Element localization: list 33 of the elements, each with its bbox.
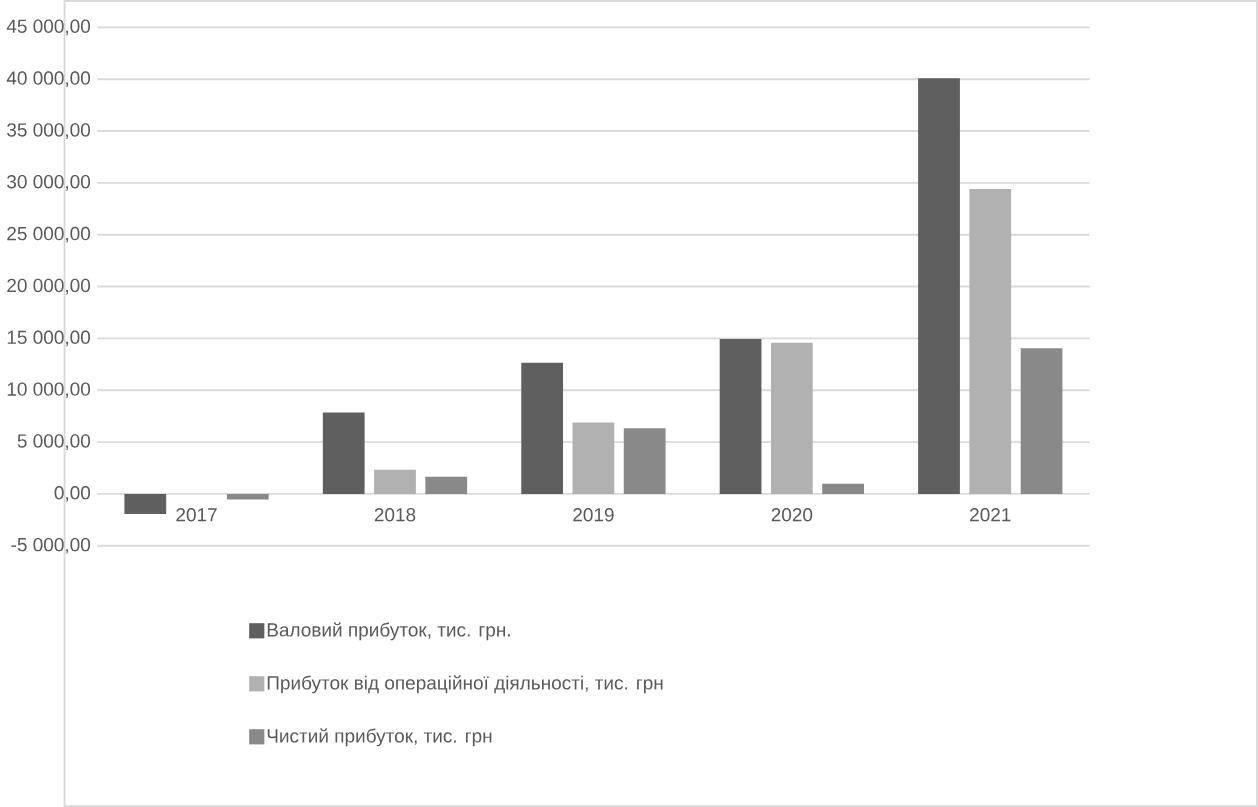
bar (226, 493, 269, 500)
bar (124, 493, 167, 514)
y-tick-label: 10 000,00 (7, 382, 91, 399)
bar (322, 412, 365, 494)
bar (374, 469, 416, 494)
bar (822, 483, 865, 494)
bar (770, 342, 813, 494)
legend-label: Чистий прибуток, тис. грн (267, 728, 492, 747)
bar (719, 339, 762, 494)
bar (521, 362, 564, 494)
legend-label: Прибуток від операційної діяльності, тис. грн (267, 675, 663, 694)
bar (425, 476, 468, 494)
y-tick-label: 35 000,00 (7, 123, 91, 139)
y-tick-label: -5 000,00 (11, 537, 91, 554)
y-tick-label: 30 000,00 (7, 175, 91, 191)
x-tick-label: 2020 (771, 508, 813, 522)
y-tick-label: 0,00 (54, 486, 91, 502)
bar (623, 428, 666, 494)
y-tick-label: 15 000,00 (7, 330, 91, 347)
y-tick-label: 40 000,00 (6, 71, 91, 88)
bar (918, 78, 960, 494)
x-tick-label: 2021 (970, 508, 1011, 522)
bar (572, 422, 615, 494)
x-tick-label: 2017 (176, 508, 217, 522)
bar (969, 188, 1012, 494)
y-tick-label: 5 000,00 (17, 434, 91, 450)
x-tick-label: 2018 (374, 508, 416, 522)
y-tick-label: 20 000,00 (7, 278, 91, 295)
y-tick-label: 45 000,00 (6, 19, 91, 36)
legend-label: Валовий прибуток, тис. грн. (267, 622, 510, 641)
x-tick-label: 2019 (573, 508, 614, 522)
y-tick-label: 25 000,00 (7, 226, 91, 243)
bar (1020, 348, 1063, 494)
